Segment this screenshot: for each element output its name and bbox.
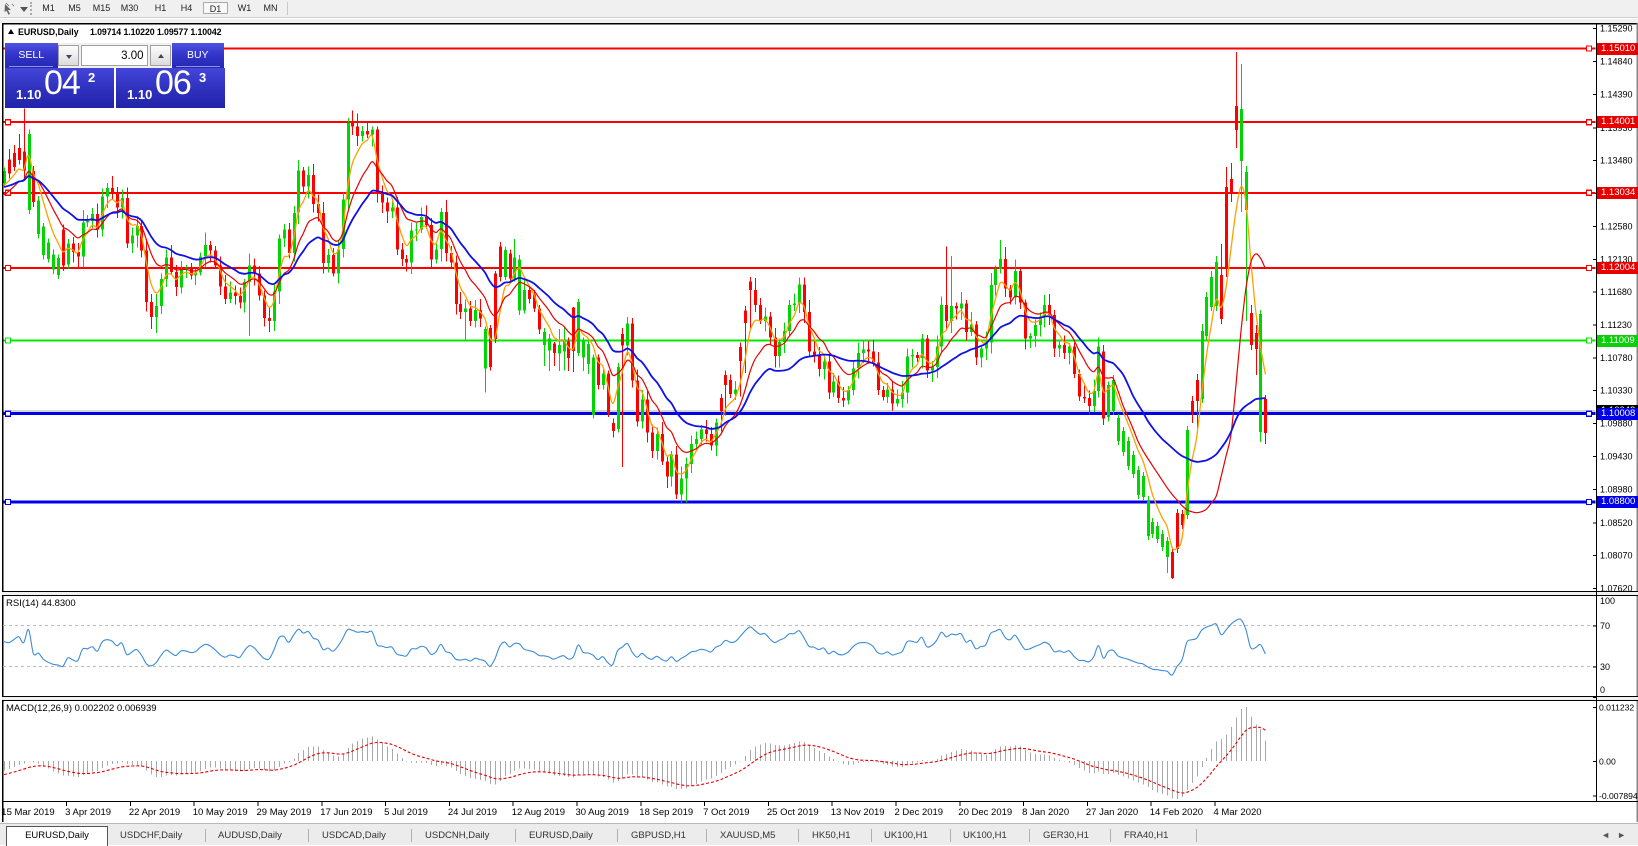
svg-text:0.011232: 0.011232 [1599,703,1634,713]
svg-text:70: 70 [1600,621,1610,631]
svg-text:8 Jan 2020: 8 Jan 2020 [1022,807,1069,818]
svg-text:10 May 2019: 10 May 2019 [193,807,248,818]
svg-text:13 Nov 2019: 13 Nov 2019 [831,807,885,818]
svg-text:-0.007894: -0.007894 [1599,791,1638,801]
svg-text:0: 0 [1600,685,1605,695]
svg-text:1.09880: 1.09880 [1600,419,1633,429]
svg-text:3 Apr 2019: 3 Apr 2019 [65,807,111,818]
svg-text:18 Sep 2019: 18 Sep 2019 [639,807,693,818]
svg-text:29 May 2019: 29 May 2019 [257,807,312,818]
svg-text:30 Aug 2019: 30 Aug 2019 [576,807,629,818]
svg-text:1.08980: 1.08980 [1600,484,1633,494]
svg-text:1.14390: 1.14390 [1600,89,1633,99]
svg-text:1.12580: 1.12580 [1600,221,1633,231]
svg-text:100: 100 [1600,596,1615,606]
svg-text:1.08070: 1.08070 [1600,551,1633,561]
svg-text:1.10780: 1.10780 [1600,353,1633,363]
svg-text:4 Mar 2020: 4 Mar 2020 [1214,807,1262,818]
svg-text:15 Mar 2019: 15 Mar 2019 [1,807,54,818]
svg-text:1.10330: 1.10330 [1600,386,1633,396]
svg-text:1.15290: 1.15290 [1600,24,1633,34]
svg-text:20 Dec 2019: 20 Dec 2019 [958,807,1012,818]
svg-text:1.07620: 1.07620 [1600,584,1633,594]
svg-text:22 Apr 2019: 22 Apr 2019 [129,807,180,818]
svg-text:1.09430: 1.09430 [1600,451,1633,461]
svg-text:1.13480: 1.13480 [1600,156,1633,166]
svg-text:5 Jul 2019: 5 Jul 2019 [384,807,428,818]
svg-text:2 Dec 2019: 2 Dec 2019 [895,807,944,818]
svg-text:7 Oct 2019: 7 Oct 2019 [703,807,749,818]
svg-text:1.11230: 1.11230 [1600,320,1632,330]
svg-text:1.11680: 1.11680 [1600,287,1632,297]
svg-text:17 Jun 2019: 17 Jun 2019 [320,807,372,818]
svg-text:1.14840: 1.14840 [1600,56,1633,66]
svg-text:12 Aug 2019: 12 Aug 2019 [512,807,565,818]
svg-text:0.00: 0.00 [1599,756,1616,766]
svg-text:1.08520: 1.08520 [1600,518,1633,528]
svg-text:24 Jul 2019: 24 Jul 2019 [448,807,497,818]
svg-text:30: 30 [1600,662,1610,672]
svg-text:14 Feb 2020: 14 Feb 2020 [1150,807,1203,818]
svg-text:25 Oct 2019: 25 Oct 2019 [767,807,819,818]
svg-text:27 Jan 2020: 27 Jan 2020 [1086,807,1138,818]
